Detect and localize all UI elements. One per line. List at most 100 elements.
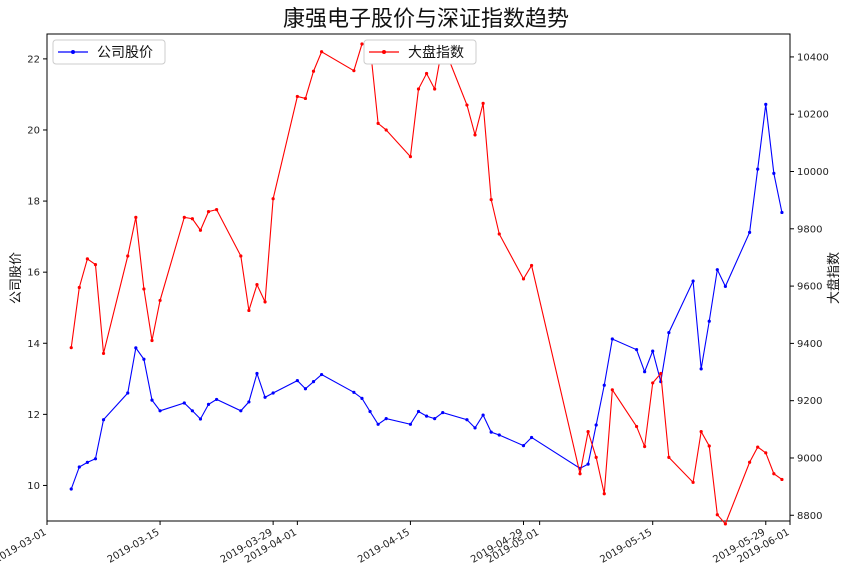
data-point-index — [691, 480, 695, 484]
data-point-stock — [206, 402, 211, 407]
data-point-index — [295, 94, 299, 99]
data-point-stock — [408, 422, 413, 426]
y-right-tick-label: 9200 — [797, 396, 822, 407]
data-point-index — [699, 430, 703, 434]
y-left-tick-label: 14 — [27, 339, 40, 350]
data-point-stock — [594, 423, 598, 427]
data-point-index — [594, 455, 598, 460]
data-point-index — [586, 430, 590, 434]
data-point-stock — [311, 380, 316, 384]
data-point-index — [247, 308, 251, 313]
data-point-stock — [481, 413, 485, 417]
data-point-stock — [77, 465, 81, 469]
data-point-index — [433, 87, 437, 91]
data-point-index — [319, 50, 324, 54]
x-tick-label: 2019-03-01 — [0, 527, 49, 566]
data-point-stock — [780, 210, 784, 215]
y-axis-left: 10 12 14 16 18 20 22 — [27, 54, 47, 492]
data-point-stock — [384, 417, 388, 421]
data-point-stock — [707, 319, 711, 323]
data-point-index — [578, 472, 582, 476]
series-layer — [69, 42, 784, 526]
x-tick-label: 2019-05-15 — [598, 527, 654, 566]
data-point-index — [198, 228, 203, 232]
data-point-stock — [352, 390, 356, 394]
data-point-index — [360, 42, 364, 46]
data-point-stock — [748, 230, 752, 234]
data-point-stock — [723, 284, 727, 288]
data-point-index — [465, 103, 469, 107]
data-point-stock — [101, 418, 106, 422]
legend-marker-stock — [71, 50, 75, 54]
legend-left-box — [52, 39, 166, 65]
data-point-index — [602, 492, 606, 496]
data-point-index — [384, 128, 388, 132]
data-point-index — [85, 257, 89, 261]
x-axis: 2019-03-01 2019-03-15 2019-03-292019-04-01… — [0, 521, 792, 566]
data-point-stock — [473, 426, 477, 430]
legend-left: 公司股价 — [52, 39, 166, 65]
data-point-index — [255, 283, 259, 287]
data-point-index — [416, 87, 421, 91]
y-left-tick-label: 16 — [27, 268, 40, 279]
data-point-index — [214, 208, 219, 212]
plot-frame — [46, 33, 791, 522]
y-left-tick-label: 12 — [27, 410, 40, 421]
data-point-stock — [150, 398, 154, 402]
y-right-tick-label: 9600 — [797, 282, 822, 293]
data-point-index — [134, 215, 138, 219]
data-point-index — [529, 263, 534, 268]
data-point-index — [756, 445, 760, 449]
data-point-index — [659, 371, 663, 376]
data-point-stock — [602, 383, 606, 387]
data-point-index — [93, 263, 98, 267]
data-point-stock — [699, 367, 703, 371]
y-right-tick-label: 10200 — [797, 110, 829, 121]
data-point-index — [424, 71, 429, 76]
data-point-stock — [142, 357, 146, 361]
data-point-stock — [643, 370, 647, 374]
data-point-index — [780, 477, 784, 482]
data-point-index — [497, 232, 501, 236]
data-point-index — [206, 210, 211, 214]
data-point-stock — [497, 433, 501, 437]
y-left-tick-label: 18 — [27, 197, 40, 208]
series-line-stock — [70, 104, 783, 490]
y-right-tick-label: 10400 — [797, 52, 829, 63]
y-right-tick-label: 9800 — [797, 224, 822, 235]
legend-right-box — [363, 39, 477, 65]
chart-title: 康强电子股价与深证指数趋势 — [283, 7, 569, 32]
data-point-index — [634, 424, 639, 429]
data-point-stock — [529, 435, 534, 440]
y-right-tick-label: 9000 — [797, 453, 822, 464]
data-point-stock — [441, 410, 445, 415]
data-point-index — [263, 300, 267, 304]
data-point-index — [481, 101, 485, 105]
data-point-index — [748, 460, 752, 464]
legend-label-index: 大盘指数 — [408, 44, 464, 61]
data-point-stock — [303, 387, 308, 391]
data-point-index — [150, 338, 154, 343]
data-point-index — [190, 217, 194, 221]
data-point-stock — [521, 444, 526, 448]
data-point-stock — [255, 371, 259, 376]
data-point-stock — [465, 418, 469, 422]
data-point-stock — [263, 395, 267, 399]
y-axis-right-title: 大盘指数 — [826, 252, 842, 304]
y-left-tick-label: 10 — [27, 481, 40, 492]
data-point-index — [667, 455, 671, 460]
data-point-stock — [134, 346, 138, 350]
y-axis-right: 8800 9000 9200 9400 9600 9800 10000 10200 10400 — [790, 52, 829, 522]
series-line-index — [70, 42, 783, 525]
data-point-stock — [69, 487, 73, 491]
y-right-tick-label: 8800 — [797, 511, 822, 522]
data-point-stock — [190, 409, 194, 413]
data-point-stock — [319, 372, 324, 377]
data-point-stock — [416, 409, 421, 414]
data-point-index — [521, 277, 526, 281]
data-point-stock — [772, 171, 776, 175]
data-point-index — [239, 254, 243, 258]
data-point-index — [707, 444, 711, 448]
data-point-index — [311, 69, 316, 73]
